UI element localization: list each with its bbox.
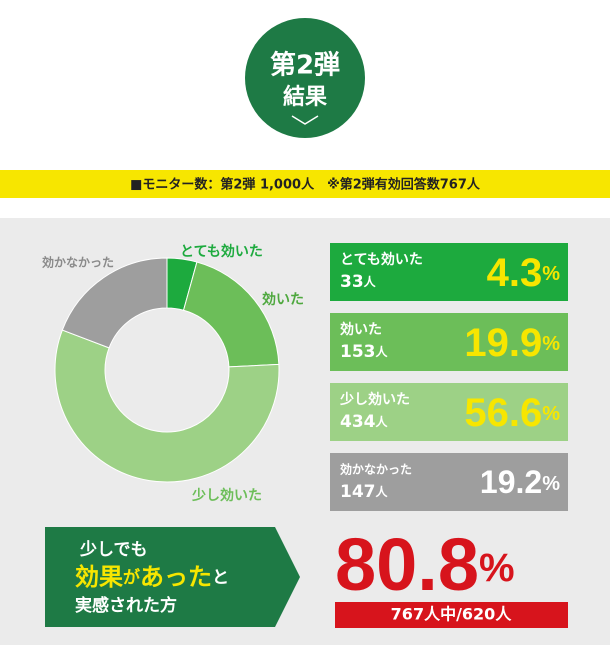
callout-part: 効果 bbox=[75, 563, 123, 591]
value-number: 56.6 bbox=[464, 391, 542, 435]
card-count: 434人 bbox=[340, 412, 389, 432]
value-unit: % bbox=[542, 473, 560, 495]
count-unit: 人 bbox=[364, 274, 377, 289]
count-number: 153 bbox=[340, 342, 376, 362]
value-unit: % bbox=[542, 333, 560, 355]
card-category: とても効いた bbox=[340, 251, 423, 268]
summary-bar bbox=[335, 602, 568, 628]
callout-part: あった bbox=[140, 563, 212, 591]
value-unit: % bbox=[542, 403, 560, 425]
slice-label: とても効いた bbox=[180, 243, 263, 260]
card bbox=[330, 383, 568, 441]
card bbox=[330, 453, 568, 511]
badge bbox=[245, 18, 365, 138]
count-number: 147 bbox=[340, 482, 376, 502]
card-value: 56.6% bbox=[464, 391, 560, 435]
badge-line1: 第2弾 bbox=[270, 50, 340, 81]
card-value: 19.9% bbox=[464, 321, 560, 365]
count-number: 33 bbox=[340, 272, 364, 292]
card-count: 153人 bbox=[340, 342, 389, 362]
summary-note: 767人中/620人 bbox=[391, 605, 513, 624]
card-category: 少し効いた bbox=[339, 391, 410, 408]
card-category: 効いた bbox=[340, 321, 382, 338]
slice-label: 少し効いた bbox=[191, 487, 262, 504]
count-unit: 人 bbox=[376, 484, 389, 499]
card-value: 4.3% bbox=[487, 251, 561, 295]
badge-chevron bbox=[291, 115, 319, 125]
donut-slice bbox=[54, 329, 280, 483]
slice-label: 効かなかった bbox=[42, 255, 114, 270]
summary-unit: % bbox=[479, 546, 515, 590]
count-unit: 人 bbox=[376, 414, 389, 429]
card bbox=[330, 313, 568, 371]
count-unit: 人 bbox=[376, 344, 389, 359]
slice-label: 効いた bbox=[262, 291, 304, 308]
badge-line2: 結果 bbox=[283, 84, 327, 110]
callout-line3: 実感された方 bbox=[75, 595, 177, 616]
count-number: 434 bbox=[340, 412, 376, 432]
callout-part: が bbox=[123, 567, 140, 588]
value-number: 4.3 bbox=[487, 251, 543, 295]
card-count: 33人 bbox=[340, 272, 377, 292]
summary-number: 80.8 bbox=[335, 523, 479, 606]
card-count: 147人 bbox=[340, 482, 389, 502]
callout-arrow bbox=[45, 527, 300, 627]
card-value: 19.2% bbox=[480, 464, 560, 500]
callout-line2: 効果があったと bbox=[75, 563, 229, 591]
card bbox=[330, 243, 568, 301]
donut-slice bbox=[61, 257, 168, 349]
banner-text: ■モニター数：第2弾 1,000人 ※第2弾有効回答数767人 bbox=[130, 177, 481, 193]
value-number: 19.9 bbox=[464, 321, 542, 365]
summary-value: 80.8% bbox=[335, 523, 515, 606]
value-number: 19.2 bbox=[480, 464, 542, 500]
banner bbox=[0, 170, 610, 198]
card-category: 効かなかった bbox=[340, 462, 412, 477]
callout-line1: 少しでも bbox=[79, 540, 148, 560]
callout-part: と bbox=[212, 568, 229, 588]
value-unit: % bbox=[542, 263, 560, 285]
